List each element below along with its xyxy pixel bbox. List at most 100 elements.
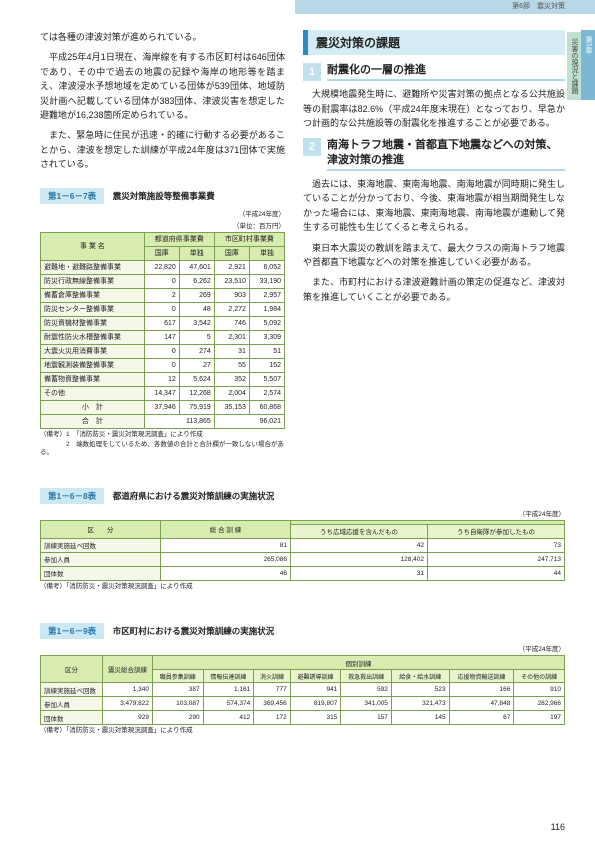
th: 避難誘導訓練 bbox=[290, 670, 341, 683]
table-7: 事 業 名 都道府県事業費 市区町村事業費 国庫 単独 国庫 単独 避難地・避難… bbox=[40, 232, 285, 429]
td: 37,946 bbox=[144, 400, 179, 414]
page-number: 116 bbox=[551, 822, 565, 832]
td: 746 bbox=[214, 316, 249, 330]
td: 2,921 bbox=[214, 260, 249, 274]
table-note: 2 端数処理をしているため、各数値の合計と合計欄が一致しない場合がある。 bbox=[40, 441, 285, 458]
subsection-number: 1 bbox=[303, 63, 321, 81]
td: 23,510 bbox=[214, 274, 249, 288]
td: 0 bbox=[144, 274, 179, 288]
td: 265,086 bbox=[161, 552, 291, 566]
subsection-heading: 1 耐震化の一層の推進 bbox=[303, 63, 565, 81]
td: 6,052 bbox=[249, 260, 284, 274]
td: 小 計 bbox=[41, 400, 145, 414]
td: 910 bbox=[514, 683, 565, 697]
td: 22,820 bbox=[144, 260, 179, 274]
td: 1,161 bbox=[203, 683, 254, 697]
td: 73 bbox=[428, 538, 565, 552]
td: 46 bbox=[161, 566, 291, 580]
td: 3,479,822 bbox=[103, 697, 153, 711]
td: 1,340 bbox=[103, 683, 153, 697]
td: 903 bbox=[214, 288, 249, 302]
td: 274 bbox=[179, 344, 214, 358]
td: 備蓄物資整備事業 bbox=[41, 372, 145, 386]
td: 81 bbox=[161, 538, 291, 552]
td: 929 bbox=[103, 711, 153, 725]
td: 0 bbox=[144, 302, 179, 316]
td: 5,624 bbox=[179, 372, 214, 386]
two-column-region: ては各種の津波対策が進められている。 平成25年4月1日現在、海岸線を有する市区… bbox=[0, 0, 595, 478]
wide-table-9-section: 第1－6－9表 市区町村における震災対策訓練の実施状況 （平成24年度） 区分 … bbox=[0, 613, 595, 735]
unit-note: （平成24年度） bbox=[40, 643, 565, 653]
td: 防災資機材整備事業 bbox=[41, 316, 145, 330]
td: 166 bbox=[449, 683, 514, 697]
td: 2,301 bbox=[214, 330, 249, 344]
td: 574,374 bbox=[203, 697, 254, 711]
td: 耐震性防火水槽整備事業 bbox=[41, 330, 145, 344]
th: 市区町村事業費 bbox=[214, 232, 284, 246]
td: 訓練実施延べ回数 bbox=[41, 683, 103, 697]
td: 1,984 bbox=[249, 302, 284, 316]
td: 315 bbox=[290, 711, 341, 725]
table-label: 第1－6－9表 bbox=[40, 623, 104, 639]
th: うち広域応援を含んだもの bbox=[291, 524, 428, 538]
td: 282,966 bbox=[514, 697, 565, 711]
td: 12 bbox=[144, 372, 179, 386]
wide-table-8-section: 第1－6－8表 都道府県における震災対策訓練の実施状況 （平成24年度） 区 分… bbox=[0, 478, 595, 591]
unit-note: （平成24年度） bbox=[40, 508, 565, 518]
th: 国庫 bbox=[144, 246, 179, 260]
td: 備蓄倉庫整備事業 bbox=[41, 288, 145, 302]
td: 352 bbox=[214, 372, 249, 386]
td: 5 bbox=[179, 330, 214, 344]
subsection-text: 耐震化の一層の推進 bbox=[327, 63, 565, 81]
td: 51 bbox=[249, 344, 284, 358]
right-column: 震災対策の課題 1 耐震化の一層の推進 大規模地震発生時に、避難所や災害対策の拠… bbox=[303, 30, 565, 458]
side-chapter: 第1章 bbox=[581, 30, 595, 100]
td: 0 bbox=[144, 344, 179, 358]
td: 31 bbox=[291, 566, 428, 580]
table-9: 区分 震災総合訓練 個別訓練 職員参集訓練 情報伝達訓練 消火訓練 避難誘導訓練… bbox=[40, 655, 565, 725]
th: 震災総合訓練 bbox=[103, 656, 153, 683]
table-note: （備考）1 「消防防災・震災対策現況調査」により作成 bbox=[40, 431, 285, 439]
td: 3,542 bbox=[179, 316, 214, 330]
unit-note: （単位：百万円） bbox=[40, 220, 285, 230]
td: 147 bbox=[144, 330, 179, 344]
td: 55 bbox=[214, 358, 249, 372]
td: 247,713 bbox=[428, 552, 565, 566]
td: 42 bbox=[291, 538, 428, 552]
body-text: 東日本大震災の教訓を踏まえて、最大クラスの南海トラフ地震や首都直下地震などへの対… bbox=[303, 241, 565, 270]
td: 47,601 bbox=[179, 260, 214, 274]
td: 参加人員 bbox=[41, 697, 103, 711]
td: 369,456 bbox=[254, 697, 290, 711]
th: 総 合 訓 練 bbox=[161, 520, 291, 538]
th: 給食・給水訓練 bbox=[391, 670, 449, 683]
td: 44 bbox=[428, 566, 565, 580]
td: 避難地・避難路整備事業 bbox=[41, 260, 145, 274]
td: 592 bbox=[341, 683, 392, 697]
td: 75,919 bbox=[179, 400, 214, 414]
td: 参加人員 bbox=[41, 552, 161, 566]
td: その他 bbox=[41, 386, 145, 400]
th: 情報伝達訓練 bbox=[203, 670, 254, 683]
td: 33,190 bbox=[249, 274, 284, 288]
td: 412 bbox=[203, 711, 254, 725]
td: 269 bbox=[179, 288, 214, 302]
th: 単独 bbox=[179, 246, 214, 260]
td: 617 bbox=[144, 316, 179, 330]
th: 都道府県事業費 bbox=[144, 232, 214, 246]
table-caption: 都道府県における震災対策訓練の実施状況 bbox=[113, 491, 275, 501]
td: 60,868 bbox=[249, 400, 284, 414]
td: 27 bbox=[179, 358, 214, 372]
td: 団体数 bbox=[41, 711, 103, 725]
td: 113,865 bbox=[144, 414, 214, 428]
td: 5,507 bbox=[249, 372, 284, 386]
side-section: 災害の現況と課題 bbox=[567, 32, 581, 100]
subsection-heading: 2 南海トラフ地震・首都直下地震などへの対策、津波対策の推進 bbox=[303, 138, 565, 171]
th: 事 業 名 bbox=[41, 232, 145, 260]
th: 個別訓練 bbox=[153, 656, 565, 670]
td: 152 bbox=[249, 358, 284, 372]
td: 地震観測装備整備事業 bbox=[41, 358, 145, 372]
td: 35,153 bbox=[214, 400, 249, 414]
table-8: 区 分 総 合 訓 練 うち広域応援を含んだもの うち自衛隊が参加したもの 訓練… bbox=[40, 520, 565, 581]
body-text: 平成25年4月1日現在、海岸線を有する市区町村は646団体であり、その中で過去の… bbox=[40, 50, 285, 122]
td: 2,004 bbox=[214, 386, 249, 400]
